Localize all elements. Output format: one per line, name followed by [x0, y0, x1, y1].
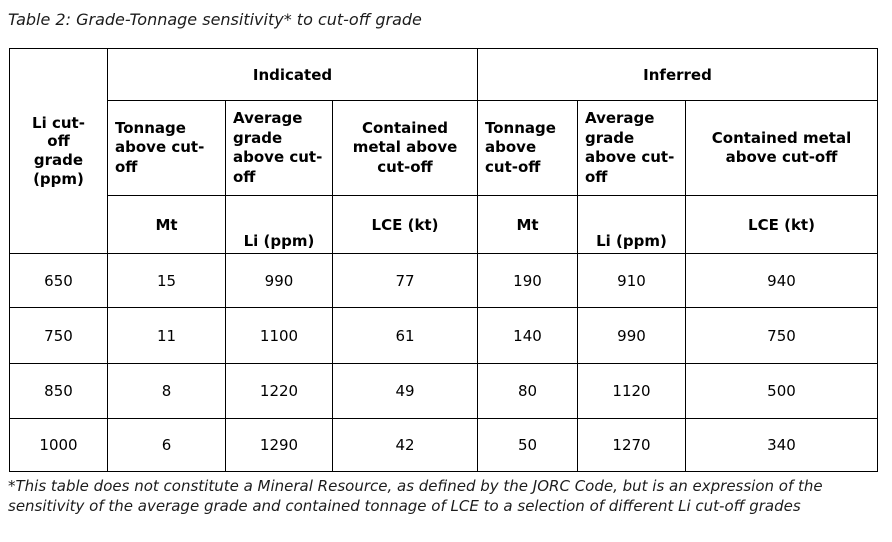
- value-cell: 80: [477, 363, 578, 419]
- value-cell: 8: [107, 363, 226, 419]
- group-header-indicated: Indicated: [107, 48, 478, 101]
- subheader-indicated-tonnage: Tonnage above cut-off: [107, 100, 226, 196]
- subheader-indicated-contained-metal: Contained metal above cut-off: [332, 100, 478, 196]
- grade-tonnage-table: Li cut-off grade (ppm) Indicated Inferre…: [9, 48, 878, 472]
- cutoff-cell: 850: [9, 363, 108, 419]
- document-page: Table 2: Grade-Tonnage sensitivity* to c…: [0, 10, 892, 517]
- subheader-inferred-contained-metal: Contained metal above cut-off: [685, 100, 878, 196]
- value-cell: 42: [332, 418, 478, 472]
- value-cell: 910: [577, 253, 686, 308]
- cutoff-cell: 650: [9, 253, 108, 308]
- table-row: 1000 6 1290 42 50 1270 340: [9, 418, 878, 472]
- value-cell: 49: [332, 363, 478, 419]
- value-cell: 140: [477, 307, 578, 364]
- value-cell: 990: [577, 307, 686, 364]
- table-caption: Table 2: Grade-Tonnage sensitivity* to c…: [8, 10, 422, 29]
- cutoff-cell: 1000: [9, 418, 108, 472]
- subheader-indicated-average-grade: Average grade above cut-off: [225, 100, 333, 196]
- value-cell: 61: [332, 307, 478, 364]
- subheader-inferred-average-grade: Average grade above cut-off: [577, 100, 686, 196]
- value-cell: 11: [107, 307, 226, 364]
- value-cell: 1120: [577, 363, 686, 419]
- unit-indicated-lce: LCE (kt): [332, 195, 478, 254]
- unit-indicated-mt: Mt: [107, 195, 226, 254]
- value-cell: 990: [225, 253, 333, 308]
- table-footnote: *This table does not constitute a Minera…: [8, 477, 823, 515]
- table-row: 650 15 990 77 190 910 940: [9, 253, 878, 308]
- table-row: 850 8 1220 49 80 1120 500: [9, 363, 878, 419]
- value-cell: 1100: [225, 307, 333, 364]
- value-cell: 190: [477, 253, 578, 308]
- cutoff-cell: 750: [9, 307, 108, 364]
- value-cell: 1290: [225, 418, 333, 472]
- value-cell: 340: [685, 418, 878, 472]
- value-cell: 500: [685, 363, 878, 419]
- value-cell: 1270: [577, 418, 686, 472]
- group-header-inferred: Inferred: [477, 48, 878, 101]
- value-cell: 750: [685, 307, 878, 364]
- table-row: 750 11 1100 61 140 990 750: [9, 307, 878, 364]
- unit-inferred-li: Li (ppm): [577, 195, 686, 254]
- unit-indicated-li: Li (ppm): [225, 195, 333, 254]
- value-cell: 50: [477, 418, 578, 472]
- value-cell: 940: [685, 253, 878, 308]
- corner-header-li-cutoff-grade: Li cut-off grade (ppm): [9, 48, 108, 254]
- value-cell: 6: [107, 418, 226, 472]
- value-cell: 77: [332, 253, 478, 308]
- value-cell: 1220: [225, 363, 333, 419]
- subheader-inferred-tonnage: Tonnage above cut-off: [477, 100, 578, 196]
- value-cell: 15: [107, 253, 226, 308]
- unit-inferred-lce: LCE (kt): [685, 195, 878, 254]
- unit-inferred-mt: Mt: [477, 195, 578, 254]
